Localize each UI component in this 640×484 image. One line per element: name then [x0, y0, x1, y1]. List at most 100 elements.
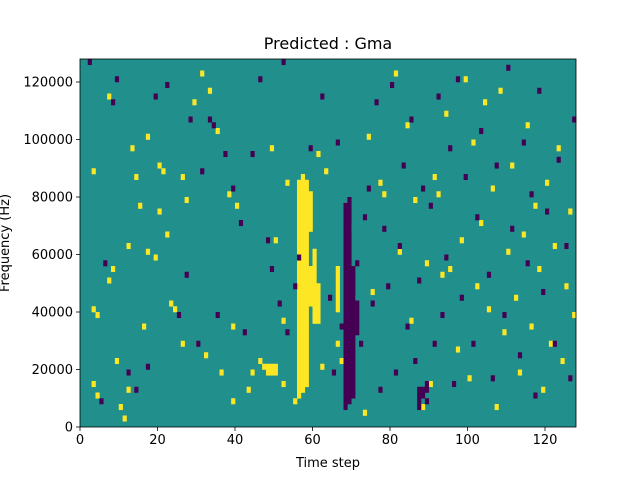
heatmap-cell-low [568, 375, 573, 382]
heatmap-cell-low [351, 335, 356, 342]
heatmap-cell-low [347, 243, 352, 250]
heatmap-cell-low [196, 340, 201, 347]
heatmap-cell-low [347, 237, 352, 244]
heatmap-cell-high [304, 202, 309, 209]
heatmap-cell-high [545, 179, 550, 186]
heatmap-cell-low [347, 312, 352, 319]
heatmap-cell-low [165, 82, 170, 89]
x-tick-label: 0 [76, 433, 84, 448]
heatmap-cell-low [347, 323, 352, 330]
heatmap-cell-high [297, 237, 302, 244]
heatmap-cell-low [347, 317, 352, 324]
heatmap-cell-low [440, 312, 445, 319]
heatmap-cell-high [300, 340, 306, 347]
heatmap-cell-low [339, 323, 344, 330]
heatmap-cell-low [343, 220, 348, 227]
heatmap-cell-high [107, 93, 112, 100]
heatmap-cell-low [99, 398, 104, 405]
heatmap-cell-high [378, 179, 383, 186]
heatmap-cell-low [529, 191, 534, 198]
chart-title: Predicted : Gma [264, 34, 392, 53]
heatmap-cell-low [335, 139, 340, 146]
heatmap-cell-high [529, 323, 534, 330]
heatmap-cell-low [343, 329, 348, 336]
heatmap-cell-low [184, 271, 189, 278]
heatmap-cell-low [285, 329, 290, 336]
heatmap-cell-high [312, 289, 317, 296]
heatmap-cell-high [300, 191, 306, 198]
heatmap-cell-low [343, 375, 348, 382]
heatmap-cell-high [498, 87, 503, 94]
heatmap-cell-low [397, 243, 402, 250]
heatmap-cell-high [312, 294, 317, 301]
heatmap-cell-low [320, 93, 325, 100]
heatmap-cell-high [308, 197, 313, 204]
heatmap-cell-high [316, 151, 321, 158]
heatmap-cell-high [297, 294, 302, 301]
heatmap-cell-high [161, 168, 166, 175]
heatmap-cell-low [390, 82, 395, 89]
heatmap-cell-low [424, 386, 430, 393]
heatmap-cell-high [312, 306, 317, 313]
heatmap-cell-high [145, 248, 151, 255]
heatmap-cell-high [316, 300, 321, 307]
heatmap-cell-high [335, 289, 340, 296]
heatmap-cell-high [316, 294, 321, 301]
heatmap-cell-low [343, 283, 348, 290]
heatmap-cell-high [304, 340, 309, 347]
heatmap-cell-low [409, 116, 414, 123]
heatmap-cell-high [339, 358, 344, 365]
heatmap-cell-high [297, 179, 302, 186]
heatmap-cell-high [200, 70, 205, 77]
heatmap-cell-high [266, 363, 271, 370]
heatmap-cell-low [347, 202, 352, 209]
heatmap-cell-high [300, 260, 306, 267]
heatmap-cell-high [297, 283, 302, 290]
heatmap-cell-low [378, 386, 383, 393]
heatmap-cell-high [169, 300, 174, 307]
heatmap-background [80, 59, 576, 427]
heatmap-cell-high [304, 300, 309, 307]
x-tick-label: 40 [227, 433, 244, 448]
heatmap-cell-high [300, 248, 306, 255]
heatmap-cell-high [297, 243, 302, 250]
heatmap-cell-low [297, 254, 302, 261]
heatmap-cell-low [134, 386, 139, 393]
heatmap-cell-high [552, 243, 557, 250]
heatmap-cell-low [479, 128, 484, 135]
heatmap-cell-low [343, 306, 348, 313]
heatmap-cell-high [304, 306, 309, 313]
heatmap-cell-low [525, 260, 530, 267]
heatmap-cell-low [343, 398, 348, 405]
heatmap-cell-low [343, 294, 348, 301]
heatmap-cell-high [304, 185, 309, 192]
heatmap-cell-high [91, 168, 96, 175]
heatmap-cell-high [300, 266, 306, 273]
heatmap-cell-low [343, 277, 348, 284]
heatmap-cell-high [297, 214, 302, 221]
heatmap-cell-high [300, 323, 306, 330]
heatmap-cell-high [300, 225, 306, 232]
heatmap-cell-high [432, 174, 437, 181]
heatmap-cell-high [300, 208, 306, 215]
heatmap-cell-low [269, 266, 275, 273]
heatmap-cell-low [432, 340, 437, 347]
heatmap-cell-low [343, 289, 348, 296]
heatmap-cell-high [483, 99, 488, 106]
heatmap-cell-low [424, 398, 430, 405]
heatmap-cell-low [417, 277, 422, 284]
heatmap-cell-low [347, 381, 352, 388]
heatmap-cell-low [114, 76, 120, 83]
heatmap-cell-high [300, 185, 306, 192]
x-tick-label: 120 [533, 433, 558, 448]
heatmap-cell-low [250, 151, 255, 158]
heatmap-cell-high [281, 317, 286, 324]
heatmap-cell-high [312, 277, 317, 284]
heatmap-cell-high [297, 323, 302, 330]
heatmap-cell-low [382, 225, 387, 232]
heatmap-cell-low [347, 392, 352, 399]
y-tick-label: 40000 [32, 306, 73, 321]
heatmap-cell-high [490, 185, 495, 192]
heatmap-cell-low [293, 283, 298, 290]
heatmap-cell-high [304, 208, 309, 215]
